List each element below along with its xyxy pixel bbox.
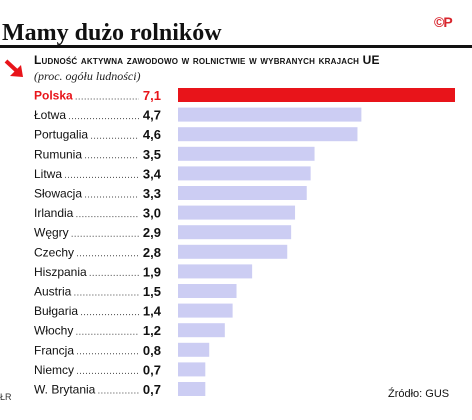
bar bbox=[178, 264, 253, 279]
bar bbox=[178, 127, 358, 142]
value-label: 1,2 bbox=[143, 323, 161, 338]
category-label: Bułgaria bbox=[34, 304, 78, 318]
value-label: 0,7 bbox=[143, 362, 161, 377]
bar bbox=[178, 342, 210, 357]
value-label: 4,7 bbox=[143, 108, 161, 123]
bar bbox=[178, 382, 206, 396]
category-label: Hiszpania bbox=[34, 265, 87, 279]
value-label: 2,9 bbox=[143, 225, 161, 240]
category-label: Rumunia bbox=[34, 147, 82, 161]
bar bbox=[178, 205, 296, 220]
value-label: 2,8 bbox=[143, 245, 161, 260]
bar-chart: Polska 7,1 Łotwa 4,7 Portugalia 4,6 Rumunia 3,5… bbox=[34, 88, 455, 397]
value-label: 3,4 bbox=[143, 166, 162, 181]
category-label: Irlandia bbox=[34, 206, 74, 220]
bar bbox=[178, 303, 233, 318]
arrow-down-right-icon bbox=[4, 59, 23, 77]
category-label: Austria bbox=[34, 285, 72, 299]
category-label: W. Brytania bbox=[34, 383, 96, 397]
bar bbox=[178, 107, 362, 122]
bar bbox=[178, 284, 237, 298]
chart-unit: (proc. ogółu ludności) bbox=[34, 69, 141, 83]
value-label: 7,1 bbox=[143, 88, 161, 103]
bar bbox=[178, 225, 292, 240]
value-label: 0,7 bbox=[143, 382, 161, 397]
category-label: Litwa bbox=[34, 167, 62, 181]
category-label: Portugalia bbox=[34, 128, 88, 142]
category-label: Łotwa bbox=[34, 108, 66, 122]
source-note: Źródło: GUS bbox=[388, 388, 450, 400]
publisher-logo: ©P bbox=[434, 14, 453, 30]
value-label: 1,5 bbox=[143, 284, 161, 299]
author-credit: ŁR bbox=[0, 392, 12, 402]
chart-title: Mamy dużo rolników bbox=[2, 20, 222, 46]
value-label: 3,3 bbox=[143, 186, 161, 201]
category-label: Węgry bbox=[34, 226, 69, 240]
title-rule bbox=[0, 45, 472, 48]
category-label: Niemcy bbox=[34, 363, 74, 377]
value-label: 1,4 bbox=[143, 304, 162, 319]
bar bbox=[178, 166, 311, 181]
value-label: 3,0 bbox=[143, 206, 161, 221]
category-label: Czechy bbox=[34, 245, 74, 259]
bar bbox=[178, 186, 307, 200]
category-label: Włochy bbox=[34, 324, 73, 338]
category-label: Polska bbox=[34, 89, 73, 103]
bar bbox=[178, 244, 288, 259]
chart-subtitle: Ludność aktywna zawodowo w rolnictwie w … bbox=[34, 53, 380, 67]
value-label: 1,9 bbox=[143, 264, 161, 279]
value-label: 3,5 bbox=[143, 147, 161, 162]
category-label: Francja bbox=[34, 343, 74, 357]
bar bbox=[178, 323, 225, 338]
bar bbox=[178, 146, 315, 161]
bar-highlighted bbox=[178, 88, 455, 102]
value-label: 0,8 bbox=[143, 343, 161, 358]
bar bbox=[178, 362, 206, 377]
category-label: Słowacja bbox=[34, 187, 82, 201]
value-label: 4,6 bbox=[143, 127, 161, 142]
